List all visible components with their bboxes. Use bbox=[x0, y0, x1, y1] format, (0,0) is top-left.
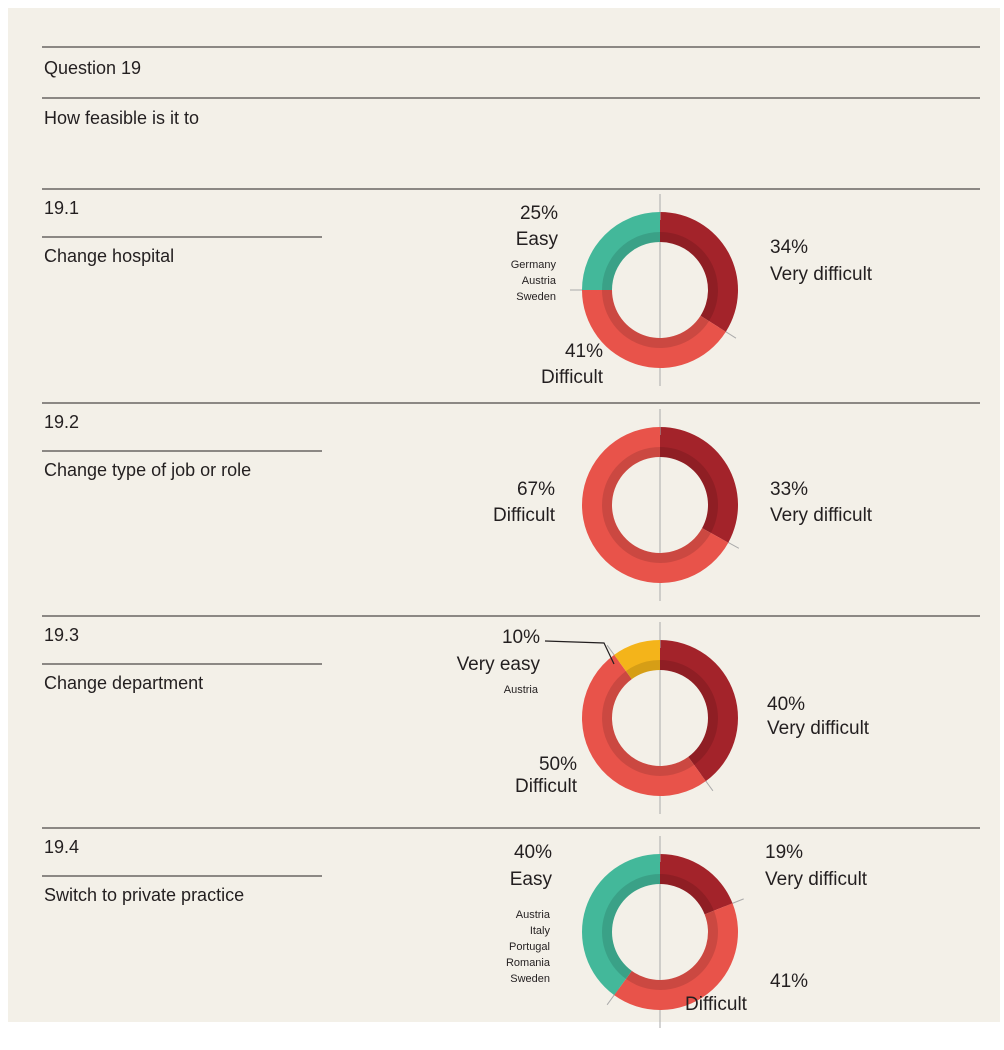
value-label: 25% bbox=[520, 203, 558, 224]
category-label: Very difficult bbox=[765, 869, 868, 890]
donut-segment bbox=[582, 290, 726, 369]
segment-shade bbox=[602, 671, 695, 776]
donut-segment bbox=[660, 640, 739, 782]
question-id: 19.3 bbox=[44, 625, 79, 645]
value-label: 50% bbox=[539, 754, 577, 775]
country: Austria bbox=[516, 909, 551, 921]
value-label: 40% bbox=[514, 842, 552, 863]
value-label: 67% bbox=[517, 479, 555, 500]
country: Austria bbox=[522, 275, 557, 287]
leader bbox=[544, 640, 615, 665]
donut-segment bbox=[614, 640, 660, 680]
donut-segment bbox=[660, 427, 738, 543]
country: Portugal bbox=[509, 941, 550, 953]
category-label: Difficult bbox=[541, 367, 604, 388]
country: Italy bbox=[530, 925, 551, 937]
value-label: 34% bbox=[770, 237, 808, 258]
value-label: 41% bbox=[770, 971, 808, 992]
question-id: 19.1 bbox=[44, 198, 79, 218]
category-label: Difficult bbox=[515, 776, 578, 797]
panel bbox=[8, 8, 1000, 1022]
value-label: 33% bbox=[770, 479, 808, 500]
segment-shade bbox=[602, 290, 709, 348]
category-label: Very difficult bbox=[770, 264, 873, 285]
country: Sweden bbox=[510, 973, 550, 985]
donut-segment bbox=[582, 212, 660, 290]
question-title: Change hospital bbox=[44, 246, 174, 266]
donut-segment bbox=[582, 854, 660, 996]
segment-shade bbox=[602, 232, 660, 290]
question-id: 19.4 bbox=[44, 837, 79, 857]
category-label: Difficult bbox=[493, 505, 556, 526]
segment-shade bbox=[660, 660, 718, 765]
segment-shade bbox=[660, 874, 714, 915]
question-id: 19.2 bbox=[44, 412, 79, 432]
category-label: Easy bbox=[510, 869, 553, 890]
donut-segment bbox=[660, 212, 739, 332]
segment-shade bbox=[625, 910, 719, 990]
segment-shade bbox=[625, 660, 660, 680]
donut-segment bbox=[660, 854, 733, 915]
value-label: 40% bbox=[767, 694, 805, 715]
question-title: Switch to private practice bbox=[44, 885, 244, 905]
question-title: Change type of job or role bbox=[44, 460, 251, 480]
donut-segment bbox=[614, 903, 739, 1010]
donut-segment bbox=[582, 654, 706, 796]
donut-segment bbox=[582, 427, 729, 583]
country: Germany bbox=[511, 259, 557, 271]
country: Romania bbox=[506, 957, 551, 969]
value-label: 10% bbox=[502, 627, 540, 648]
category-label: Very easy bbox=[457, 654, 541, 675]
value-label: 19% bbox=[765, 842, 803, 863]
segment-shade bbox=[601, 874, 660, 979]
category-label: Very difficult bbox=[770, 505, 873, 526]
question-title: Change department bbox=[44, 673, 203, 693]
category-label: Difficult bbox=[685, 994, 748, 1015]
category-label: Easy bbox=[516, 229, 559, 250]
category-label: Very difficult bbox=[767, 718, 870, 739]
country: Sweden bbox=[516, 291, 556, 303]
value-label: 41% bbox=[565, 341, 603, 362]
country: Austria bbox=[504, 684, 539, 696]
segment-shade bbox=[660, 447, 719, 533]
prompt: How feasible is it to bbox=[44, 108, 199, 128]
question: Question 19 bbox=[44, 58, 141, 78]
segment-shade bbox=[660, 232, 718, 322]
